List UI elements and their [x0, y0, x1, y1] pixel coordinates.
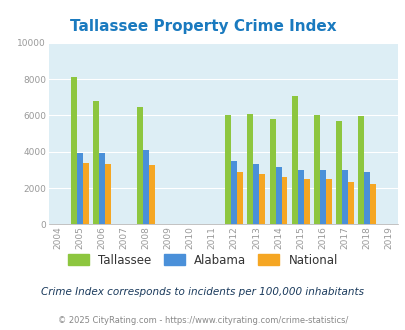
Bar [275, 167, 281, 224]
Bar [319, 170, 325, 224]
Bar [98, 153, 104, 224]
Bar [136, 107, 143, 224]
Bar [335, 121, 341, 224]
Text: Tallassee Property Crime Index: Tallassee Property Crime Index [70, 19, 335, 34]
Bar [70, 77, 77, 224]
Bar [259, 175, 265, 224]
Bar [297, 170, 303, 224]
Text: © 2025 CityRating.com - https://www.cityrating.com/crime-statistics/: © 2025 CityRating.com - https://www.city… [58, 315, 347, 325]
Legend: Tallassee, Alabama, National: Tallassee, Alabama, National [64, 250, 341, 270]
Bar [149, 165, 155, 224]
Bar [253, 164, 259, 224]
Bar [341, 170, 347, 224]
Bar [313, 115, 319, 224]
Bar [357, 116, 363, 224]
Text: Crime Index corresponds to incidents per 100,000 inhabitants: Crime Index corresponds to incidents per… [41, 287, 364, 297]
Bar [104, 164, 111, 224]
Bar [303, 179, 309, 224]
Bar [225, 115, 231, 224]
Bar [291, 95, 297, 224]
Bar [143, 150, 149, 224]
Bar [347, 182, 353, 224]
Bar [77, 153, 83, 224]
Bar [237, 172, 243, 224]
Bar [231, 161, 237, 224]
Bar [269, 119, 275, 224]
Bar [281, 177, 287, 224]
Bar [325, 179, 331, 224]
Bar [247, 114, 253, 224]
Bar [83, 163, 88, 224]
Bar [93, 101, 98, 224]
Bar [363, 172, 369, 224]
Bar [369, 184, 375, 224]
